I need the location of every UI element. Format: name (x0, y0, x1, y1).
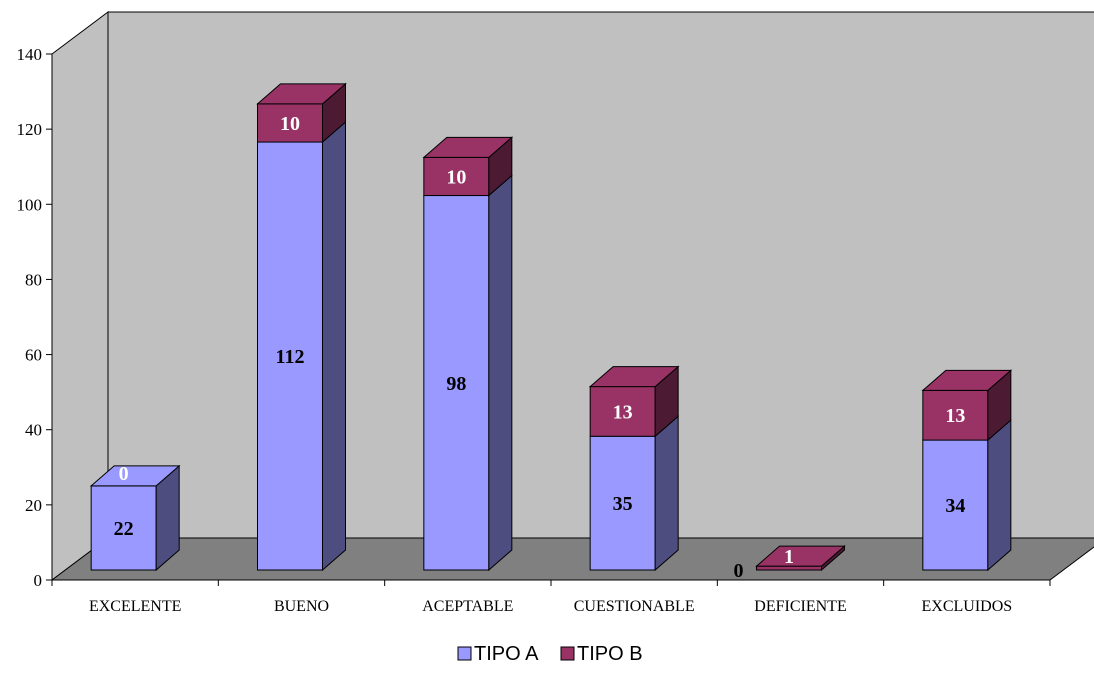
bar-front-tipo-a (90, 485, 157, 571)
y-tick-label: 0 (34, 571, 43, 590)
bar-side-tipo-a (488, 174, 513, 572)
data-label-tipo-a: 22 (114, 518, 134, 540)
bar-front-tipo-b (423, 156, 490, 197)
data-label-tipo-a: 34 (945, 495, 965, 517)
bar-top-cap (755, 545, 846, 567)
bar-top-cap (256, 83, 347, 105)
y-tick-label: 80 (25, 270, 42, 289)
bar-top-cap (422, 136, 514, 158)
bar-front-tipo-a (423, 195, 490, 571)
bar-front-tipo-a (257, 141, 323, 571)
bar-front-tipo-b (922, 389, 989, 441)
data-label-tipo-a: 112 (276, 346, 305, 368)
data-label-tipo-a: 0 (734, 560, 744, 582)
bars (89, 82, 1013, 572)
y-tick-label: 120 (17, 120, 43, 139)
data-labels: 22 0 112 10 98 10 35 13 0 1 34 13 (114, 113, 966, 582)
data-label-tipo-b: 1 (784, 546, 794, 568)
x-tick-label: BUENO (274, 598, 329, 615)
y-tick-label: 60 (25, 346, 42, 365)
bar-top-cap (921, 369, 1013, 391)
data-label-tipo-b: 13 (613, 401, 633, 423)
legend-swatch-tipo-b (560, 646, 575, 661)
x-tick-label: EXCELENTE (89, 598, 181, 615)
y-tick-label: 100 (17, 195, 43, 214)
bar-side-tipo-a (987, 418, 1012, 572)
bar-side-tipo-a (654, 415, 679, 572)
data-label-tipo-b: 0 (119, 463, 129, 485)
y-tick-label: 140 (17, 45, 43, 64)
bar-front-tipo-b (589, 386, 656, 437)
y-tick-label: 40 (25, 421, 42, 440)
data-label-tipo-b: 13 (945, 405, 965, 427)
legend: TIPO A TIPO B (457, 643, 643, 665)
data-label-tipo-a: 98 (446, 373, 466, 395)
y-tick-label: 20 (25, 496, 42, 515)
legend-label-tipo-b: TIPO B (577, 643, 643, 665)
legend-label-tipo-a: TIPO A (474, 643, 539, 665)
data-label-tipo-b: 10 (280, 113, 300, 135)
x-tick-label: ACEPTABLE (422, 598, 513, 615)
x-tick-label: CUESTIONABLE (574, 598, 695, 615)
bar-top-cap (89, 465, 181, 487)
bar-front-tipo-b (257, 103, 323, 143)
data-label-tipo-a: 35 (613, 493, 633, 515)
bar-front-tipo-a (922, 439, 989, 571)
bar-side-tipo-a (322, 120, 346, 572)
legend-swatch-tipo-a (457, 646, 472, 661)
data-label-tipo-b: 10 (446, 166, 466, 188)
bar-top-cap (588, 366, 680, 388)
x-tick-label: EXCLUIDOS (921, 598, 1012, 615)
x-tick-label: DEFICIENTE (754, 598, 846, 615)
